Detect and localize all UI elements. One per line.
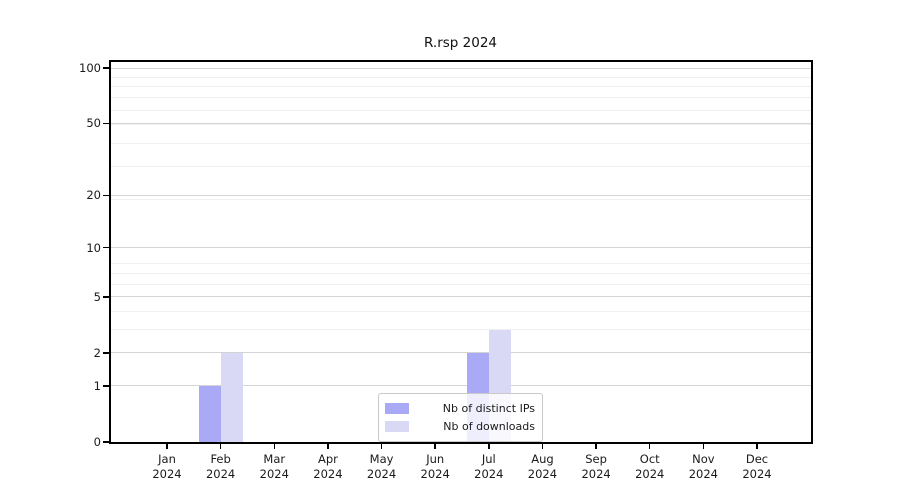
- x-tick-year: 2024: [581, 467, 611, 481]
- x-tick-year: 2024: [313, 467, 343, 481]
- y-gridline-minor: [111, 86, 811, 88]
- x-tick-mark: [702, 444, 705, 449]
- y-tick-label: 1: [93, 378, 101, 393]
- y-gridline-minor: [111, 68, 811, 70]
- x-tick-month: Jun: [426, 452, 445, 466]
- y-gridline-minor: [111, 109, 811, 111]
- y-gridline-major: [111, 247, 811, 249]
- x-tick-month: Apr: [317, 452, 338, 466]
- x-tick-month: Jan: [158, 452, 176, 466]
- y-tick-label: 100: [79, 61, 101, 75]
- x-tick-mark: [488, 444, 490, 449]
- legend-swatch: [385, 403, 409, 414]
- x-tick-year: 2024: [420, 467, 450, 481]
- y-gridline-minor: [111, 165, 811, 167]
- x-tick-label: Jun 2024: [403, 452, 467, 482]
- legend-label: Nb of distinct IPs: [442, 402, 535, 415]
- y-gridline-major: [111, 194, 811, 196]
- y-tick-label: 5: [93, 289, 101, 304]
- legend: Nb of distinct IPs Nb of downloads: [378, 393, 543, 442]
- y-gridline-minor: [111, 76, 811, 78]
- x-tick-label: Sep 2024: [564, 452, 628, 482]
- x-tick-year: 2024: [688, 467, 718, 481]
- chart-title: R.rsp 2024: [424, 35, 497, 51]
- y-gridline-minor: [111, 263, 811, 265]
- x-tick-label: Mar 2024: [242, 452, 306, 482]
- x-tick-label: Jan 2024: [135, 452, 199, 482]
- y-tick-label: 0: [93, 435, 101, 449]
- y-tick-label: 10: [86, 240, 101, 255]
- y-tick-label: 20: [86, 188, 101, 203]
- y-tick-mark: [103, 385, 109, 387]
- x-tick-year: 2024: [259, 467, 289, 481]
- y-gridline-major: [111, 122, 811, 124]
- x-tick-mark: [648, 444, 651, 449]
- legend-entry: Nb of downloads: [385, 418, 535, 435]
- x-tick-mark: [273, 444, 276, 449]
- y-tick-label: 2: [93, 345, 101, 360]
- x-tick-label: Jul 2024: [457, 452, 521, 482]
- y-tick-label: 50: [86, 116, 101, 131]
- y-gridline-minor: [111, 272, 811, 274]
- x-tick-year: 2024: [635, 467, 665, 481]
- legend-swatch: [385, 421, 409, 432]
- x-tick-label: Nov 2024: [671, 452, 735, 482]
- x-tick-mark: [595, 444, 597, 449]
- x-tick-label: Aug 2024: [510, 452, 574, 482]
- x-tick-year: 2024: [205, 467, 236, 481]
- legend-entry: Nb of distinct IPs: [385, 400, 535, 417]
- y-tick-mark: [103, 296, 109, 298]
- x-tick-month: Dec: [745, 452, 769, 466]
- x-tick-month: Aug: [531, 452, 554, 466]
- y-gridline-minor: [111, 329, 811, 331]
- y-gridline-minor: [111, 311, 811, 313]
- y-tick-mark: [103, 246, 109, 249]
- x-tick-year: 2024: [366, 467, 397, 481]
- y-gridline-minor: [111, 142, 811, 144]
- x-tick-year: 2024: [474, 467, 504, 481]
- x-tick-mark: [380, 444, 383, 449]
- x-tick-year: 2024: [527, 467, 558, 481]
- x-tick-month: Nov: [692, 452, 715, 466]
- legend-label: Nb of downloads: [443, 420, 535, 433]
- x-tick-mark: [756, 444, 758, 449]
- y-tick-mark: [103, 194, 109, 197]
- x-tick-mark: [327, 444, 329, 449]
- x-tick-mark: [541, 444, 544, 449]
- bar-nb-of-distinct-ips-feb: [198, 385, 221, 442]
- y-gridline-minor: [111, 283, 811, 285]
- y-gridline-major: [111, 352, 811, 354]
- y-tick-mark: [103, 352, 109, 354]
- x-tick-month: Mar: [263, 452, 286, 466]
- x-tick-mark: [434, 444, 436, 449]
- x-tick-label: Feb 2024: [189, 452, 253, 482]
- x-tick-label: Dec 2024: [725, 452, 789, 482]
- y-gridline-minor: [111, 97, 811, 99]
- x-tick-label: May 2024: [350, 452, 414, 482]
- x-tick-month: May: [369, 452, 394, 466]
- x-tick-month: Oct: [639, 452, 660, 466]
- x-tick-month: Sep: [585, 452, 607, 466]
- y-tick-mark: [103, 122, 109, 125]
- y-gridline-major: [111, 67, 811, 69]
- y-gridline-minor: [111, 124, 811, 126]
- x-tick-year: 2024: [742, 467, 772, 481]
- x-tick-month: Feb: [210, 452, 231, 466]
- x-tick-label: Apr 2024: [296, 452, 360, 482]
- x-tick-label: Oct 2024: [618, 452, 682, 482]
- y-tick-mark: [103, 441, 109, 443]
- x-tick-month: Jul: [481, 452, 496, 466]
- x-tick-mark: [166, 444, 168, 449]
- y-gridline-major: [111, 385, 811, 387]
- bar-nb-of-downloads-feb: [220, 352, 243, 442]
- x-tick-year: 2024: [152, 467, 182, 481]
- y-gridline-minor: [111, 198, 811, 200]
- x-tick-mark: [219, 444, 222, 449]
- y-gridline-major: [111, 296, 811, 298]
- y-tick-mark: [103, 67, 109, 69]
